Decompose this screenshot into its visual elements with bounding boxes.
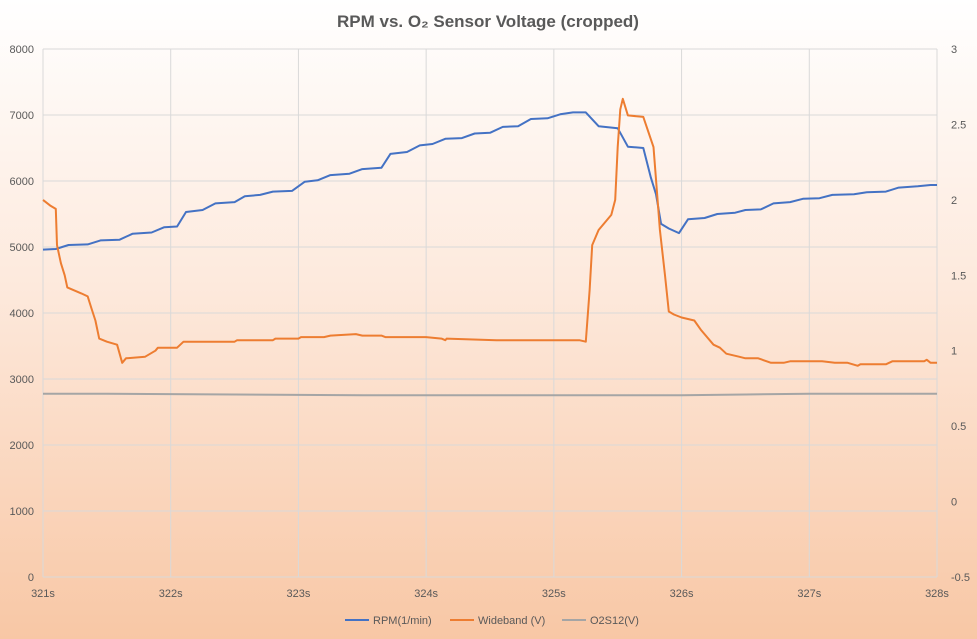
x-tick-label: 325s — [542, 588, 566, 600]
y-right-tick-label: 0 — [951, 497, 957, 509]
y-left-tick-label: 7000 — [10, 110, 34, 122]
y-right-tick-label: 1.5 — [951, 270, 966, 282]
y-left-tick-label: 3000 — [10, 374, 34, 386]
x-tick-label: 328s — [925, 588, 949, 600]
series-group — [42, 97, 937, 397]
x-tick-label: 326s — [670, 588, 694, 600]
y-left-tick-label: 0 — [28, 572, 34, 584]
legend-label: O2S12(V) — [590, 615, 639, 627]
y-left-tick-label: 1000 — [10, 506, 34, 518]
legend: RPM(1/min) Wideband (V) O2S12(V) — [345, 615, 639, 627]
series-line-rpm-1-min — [42, 111, 937, 251]
chart-title: RPM vs. O₂ Sensor Voltage (cropped) — [337, 12, 639, 31]
y-right-tick-label: 0.5 — [951, 421, 966, 433]
axes: 0 1000 2000 3000 4000 5000 6000 7000 8000 -0.5 0 0.… — [10, 44, 970, 600]
x-tick-label: 327s — [797, 588, 821, 600]
series-line-wideband-v — [42, 97, 937, 367]
legend-label: Wideband (V) — [478, 615, 545, 627]
x-tick-label: 323s — [286, 588, 310, 600]
grid — [42, 48, 938, 578]
y-left-tick-label: 5000 — [10, 242, 34, 254]
x-tick-label: 322s — [159, 588, 183, 600]
y-right-tick-label: 1 — [951, 346, 957, 358]
x-tick-label: 321s — [31, 588, 55, 600]
y-left-tick-label: 8000 — [10, 44, 34, 56]
x-tick-label: 324s — [414, 588, 438, 600]
y-left-tick-label: 2000 — [10, 440, 34, 452]
y-left-tick-label: 6000 — [10, 176, 34, 188]
y-right-tick-label: 2 — [951, 195, 957, 207]
y-right-tick-label: 3 — [951, 44, 957, 56]
y-left-tick-label: 4000 — [10, 308, 34, 320]
series-line-o2s12-v — [43, 392, 937, 397]
y-right-tick-label: 2.5 — [951, 119, 966, 131]
y-right-tick-label: -0.5 — [951, 572, 970, 584]
legend-label: RPM(1/min) — [373, 615, 432, 627]
